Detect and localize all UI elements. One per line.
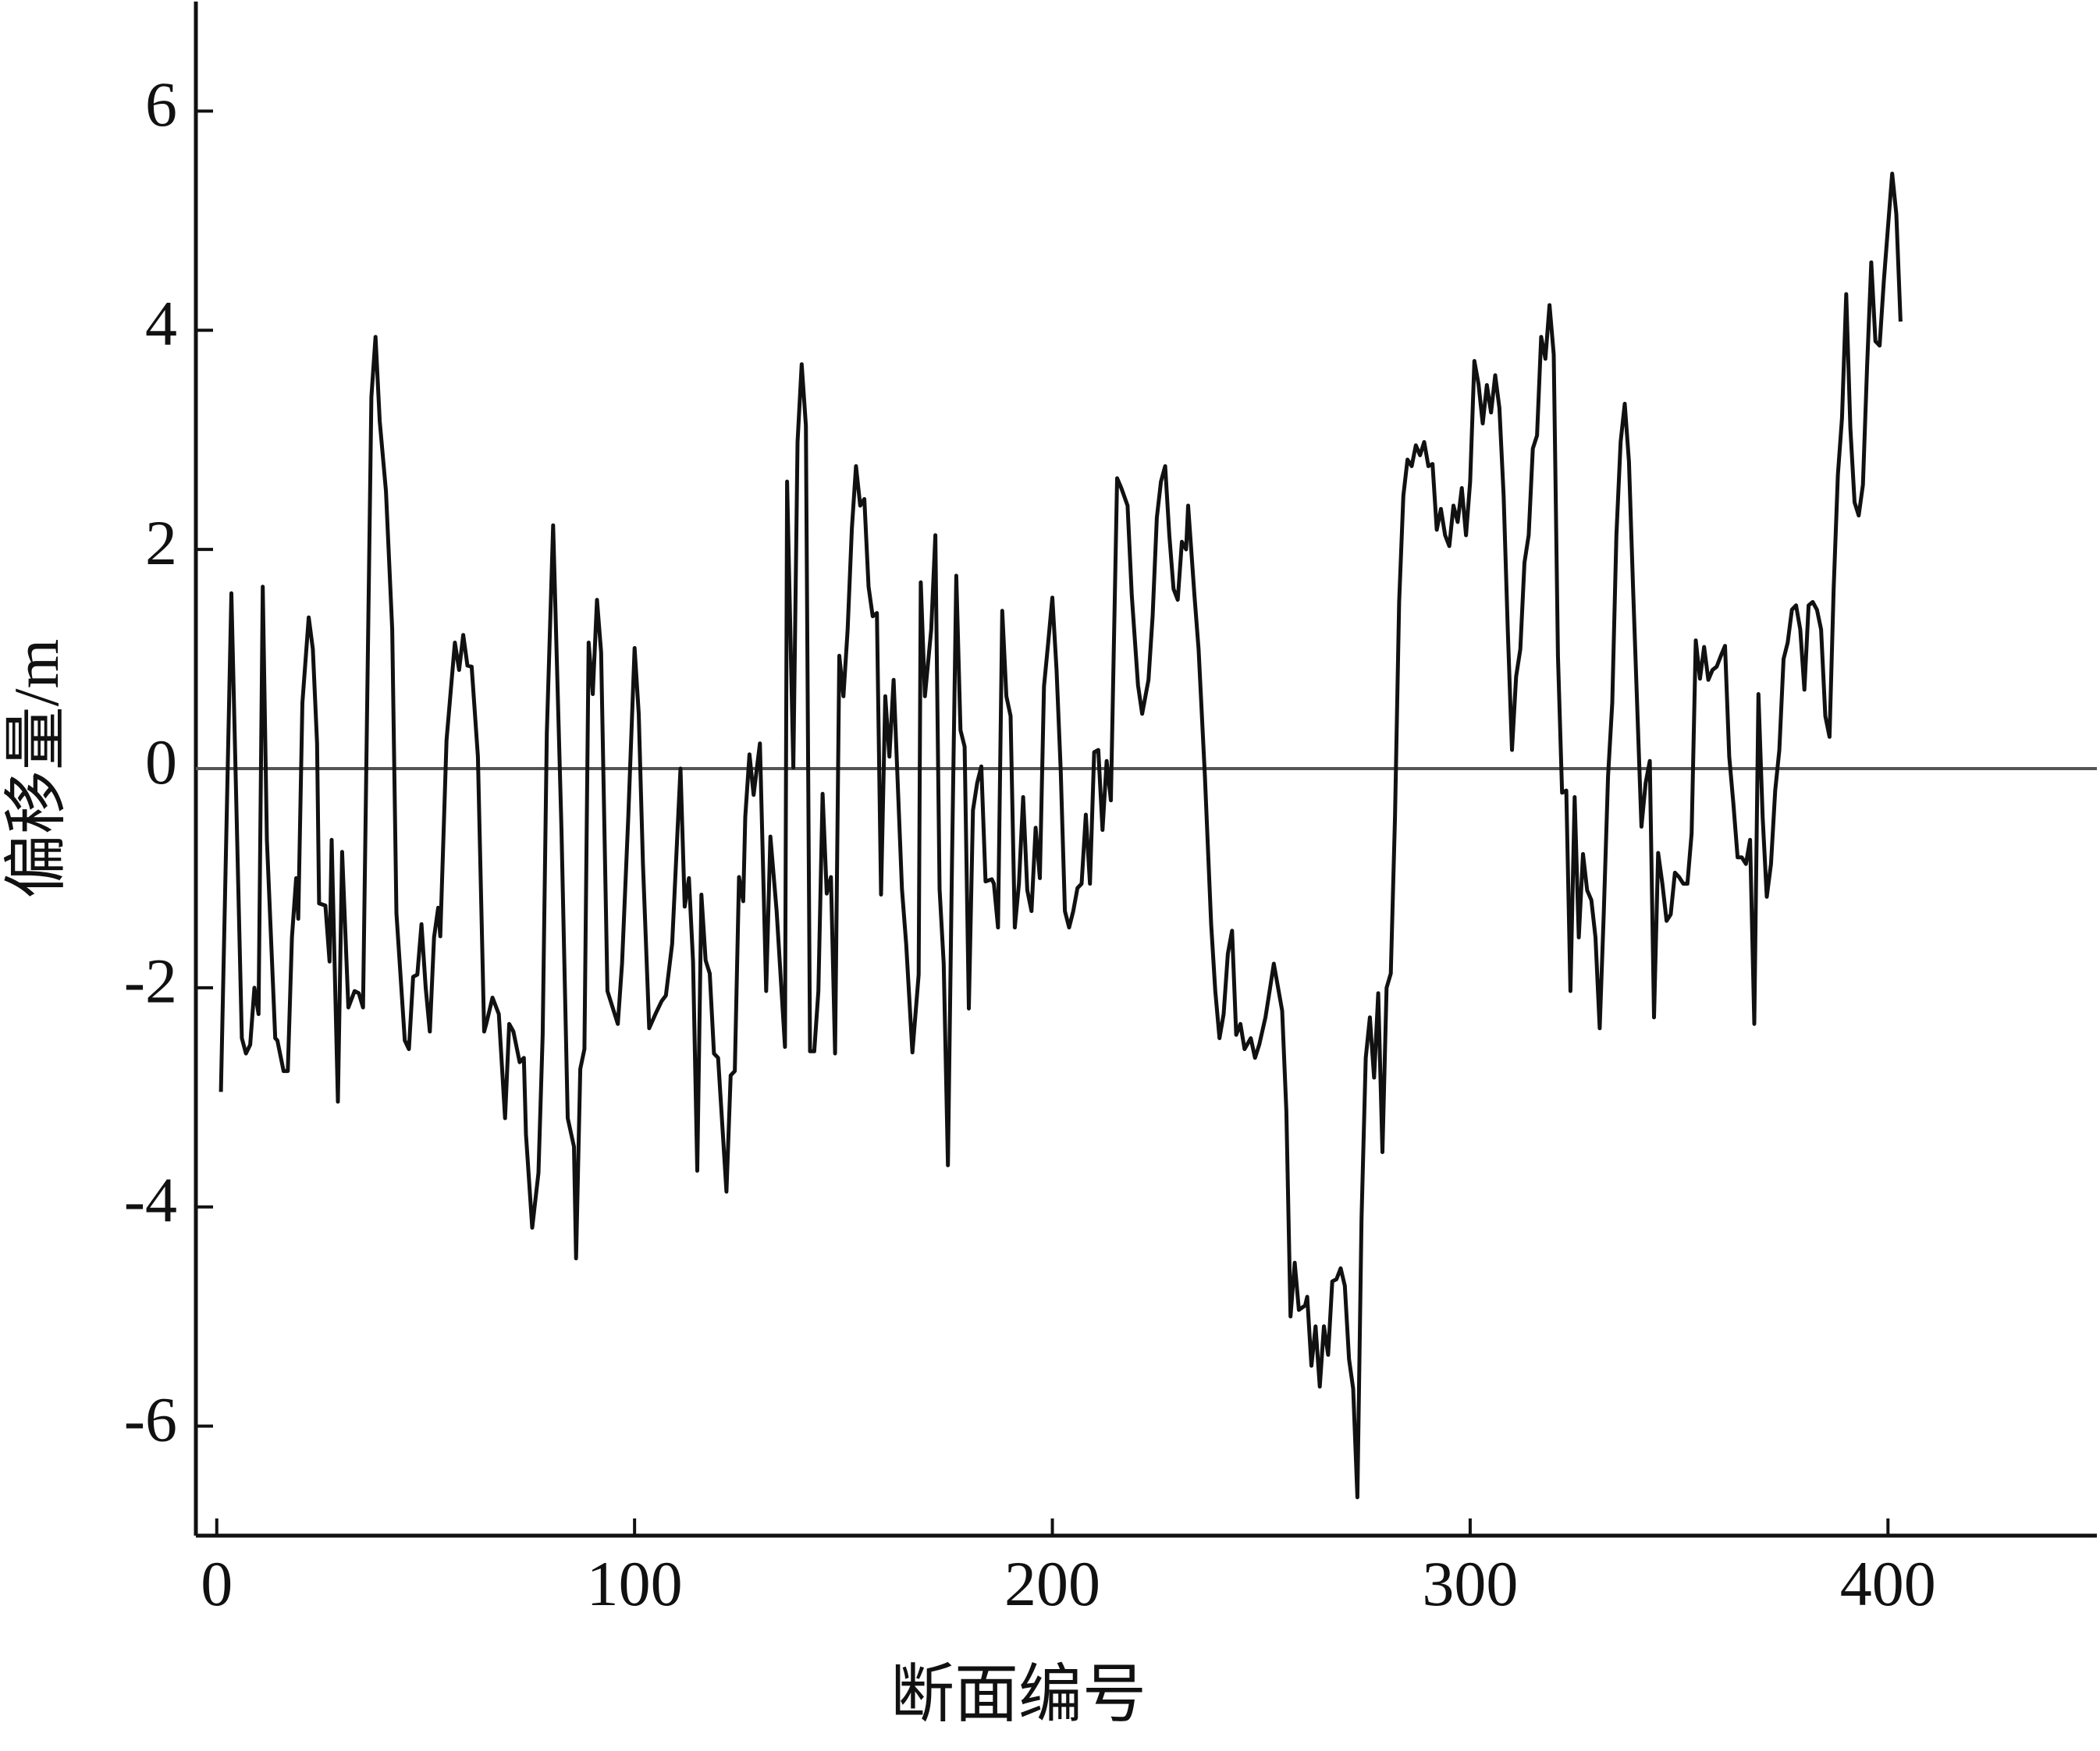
x-tick-label: 200	[1004, 1548, 1100, 1619]
y-tick-label: 0	[145, 726, 177, 797]
x-tick-label: 400	[1840, 1548, 1936, 1619]
data-line	[219, 172, 1903, 1500]
y-tick-label: -4	[124, 1165, 177, 1236]
y-tick-label: 4	[145, 288, 177, 359]
x-axis-label: 断面编号	[890, 1659, 1146, 1730]
x-tick-label: 100	[587, 1548, 683, 1619]
y-tick-label: -6	[124, 1383, 177, 1454]
y-tick-label: 6	[145, 69, 177, 140]
y-tick-label: -2	[124, 946, 177, 1017]
y-axis-label: 偏移量/m	[1, 639, 72, 899]
x-tick-label: 0	[201, 1548, 233, 1619]
x-tick-label: 300	[1422, 1548, 1518, 1619]
y-tick-label: 2	[145, 507, 177, 578]
